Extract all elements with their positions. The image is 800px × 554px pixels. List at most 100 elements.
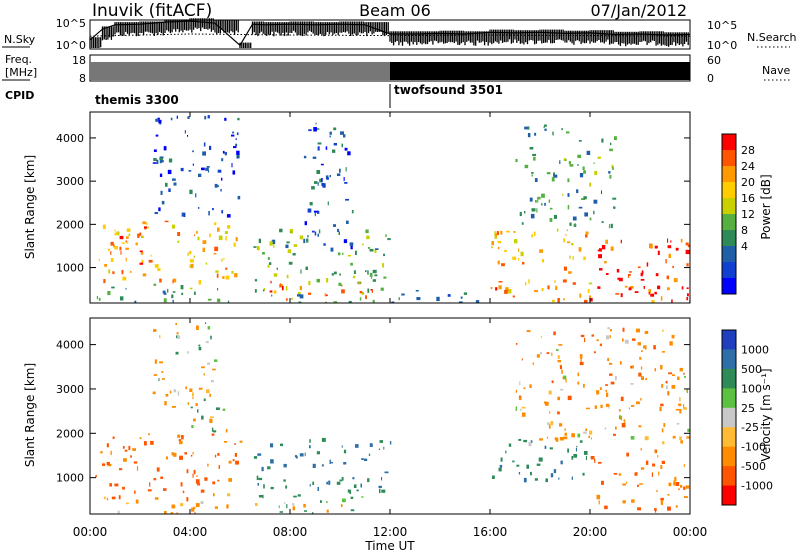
velocity-cell (550, 421, 554, 426)
power-cell (194, 234, 196, 236)
power-cell (107, 291, 111, 296)
power-cell (313, 210, 318, 213)
velocity-cell (198, 347, 202, 351)
velocity-cell (201, 415, 204, 420)
power-cell (365, 295, 367, 299)
velocity-cell (630, 365, 633, 369)
velocity-cell (556, 349, 559, 351)
velocity-cell (339, 479, 343, 482)
velocity-cell (160, 476, 164, 479)
velocity-colorbar-tick-label: -500 (741, 460, 766, 473)
velocity-cell (575, 447, 577, 452)
power-cell (156, 159, 159, 164)
power-cell (205, 262, 208, 265)
frequency-label-top: Freq. (5, 53, 32, 66)
power-cell (233, 146, 237, 149)
velocity-cell (567, 395, 572, 401)
power-cell (297, 294, 301, 297)
sky-noise-right-tick-top: 10^5 (707, 19, 737, 32)
velocity-cell (549, 411, 551, 414)
power-colorbar-swatch (722, 278, 736, 295)
power-cell (618, 277, 623, 282)
power-cell (498, 281, 503, 283)
velocity-cell (678, 403, 682, 407)
power-cell (547, 285, 550, 290)
power-cell (145, 226, 149, 229)
velocity-cell (557, 396, 560, 401)
power-cell (202, 240, 207, 244)
velocity-cell (192, 452, 194, 455)
power-cell (610, 246, 614, 251)
power-cell (311, 186, 315, 190)
power-cell (553, 172, 555, 177)
velocity-cell (186, 497, 189, 502)
power-cell (177, 240, 180, 243)
velocity-cell (628, 407, 630, 410)
power-cell (323, 243, 326, 246)
velocity-cell (190, 406, 193, 409)
velocity-cell (585, 455, 587, 460)
velocity-colorbar: 1000 500 100 25 -25 -100 -500 -1000 (721, 329, 773, 506)
velocity-cell (620, 416, 623, 421)
power-cell (196, 230, 198, 234)
velocity-cell (278, 505, 280, 509)
velocity-cell (205, 341, 209, 344)
sky-noise-left-label: N.Sky (4, 33, 36, 46)
cpid-segment-1: themis 3300 (95, 93, 179, 107)
power-cell (270, 280, 272, 284)
power-cell (589, 182, 592, 187)
velocity-cell (632, 365, 634, 369)
velocity-cell (203, 373, 205, 376)
power-cell (285, 244, 289, 249)
velocity-cell (515, 389, 517, 393)
power-cell (416, 297, 421, 301)
power-cell (544, 202, 546, 206)
power-cell (329, 135, 331, 138)
power-cell (189, 264, 191, 268)
power-cell (601, 245, 606, 250)
power-frame (89, 111, 691, 304)
power-cell (657, 285, 661, 290)
velocity-cell (549, 447, 553, 450)
velocity-cell (222, 408, 226, 411)
power-cell (521, 222, 524, 225)
power-cell (608, 171, 611, 174)
power-cell (628, 287, 632, 291)
velocity-cell (321, 437, 326, 442)
power-cell (236, 150, 240, 155)
power-cell (436, 296, 440, 302)
velocity-cell (304, 510, 307, 512)
velocity-cell (623, 419, 626, 423)
velocity-cell (564, 428, 566, 431)
power-cell (154, 212, 158, 215)
velocity-colorbar-tick-label: 1000 (741, 343, 769, 356)
velocity-cell (309, 445, 311, 449)
velocity-cell (546, 352, 550, 354)
velocity-cell (196, 475, 198, 477)
velocity-cell (660, 465, 663, 469)
power-cell (120, 251, 122, 255)
power-cell (512, 295, 515, 298)
power-cell (577, 164, 579, 166)
velocity-cell (280, 443, 283, 447)
power-cell (227, 300, 230, 303)
power-cell (111, 286, 115, 289)
velocity-cell (257, 453, 262, 456)
power-cell (344, 147, 348, 151)
power-cell (112, 271, 115, 275)
power-cell (601, 138, 604, 143)
power-cell (548, 199, 551, 203)
power-colorbar-tick-label: 28 (741, 144, 755, 157)
velocity-cell (309, 439, 311, 443)
velocity-cell (610, 329, 612, 332)
power-cell (202, 151, 206, 156)
velocity-cell (317, 487, 319, 491)
power-cell (351, 210, 354, 214)
velocity-cell (347, 489, 351, 493)
power-cell (567, 178, 570, 183)
velocity-cell (685, 485, 690, 489)
power-y-axis-label: Slant Range [km] (23, 155, 37, 259)
velocity-cell (665, 380, 668, 384)
velocity-cell (154, 359, 157, 364)
power-cell (534, 178, 538, 182)
